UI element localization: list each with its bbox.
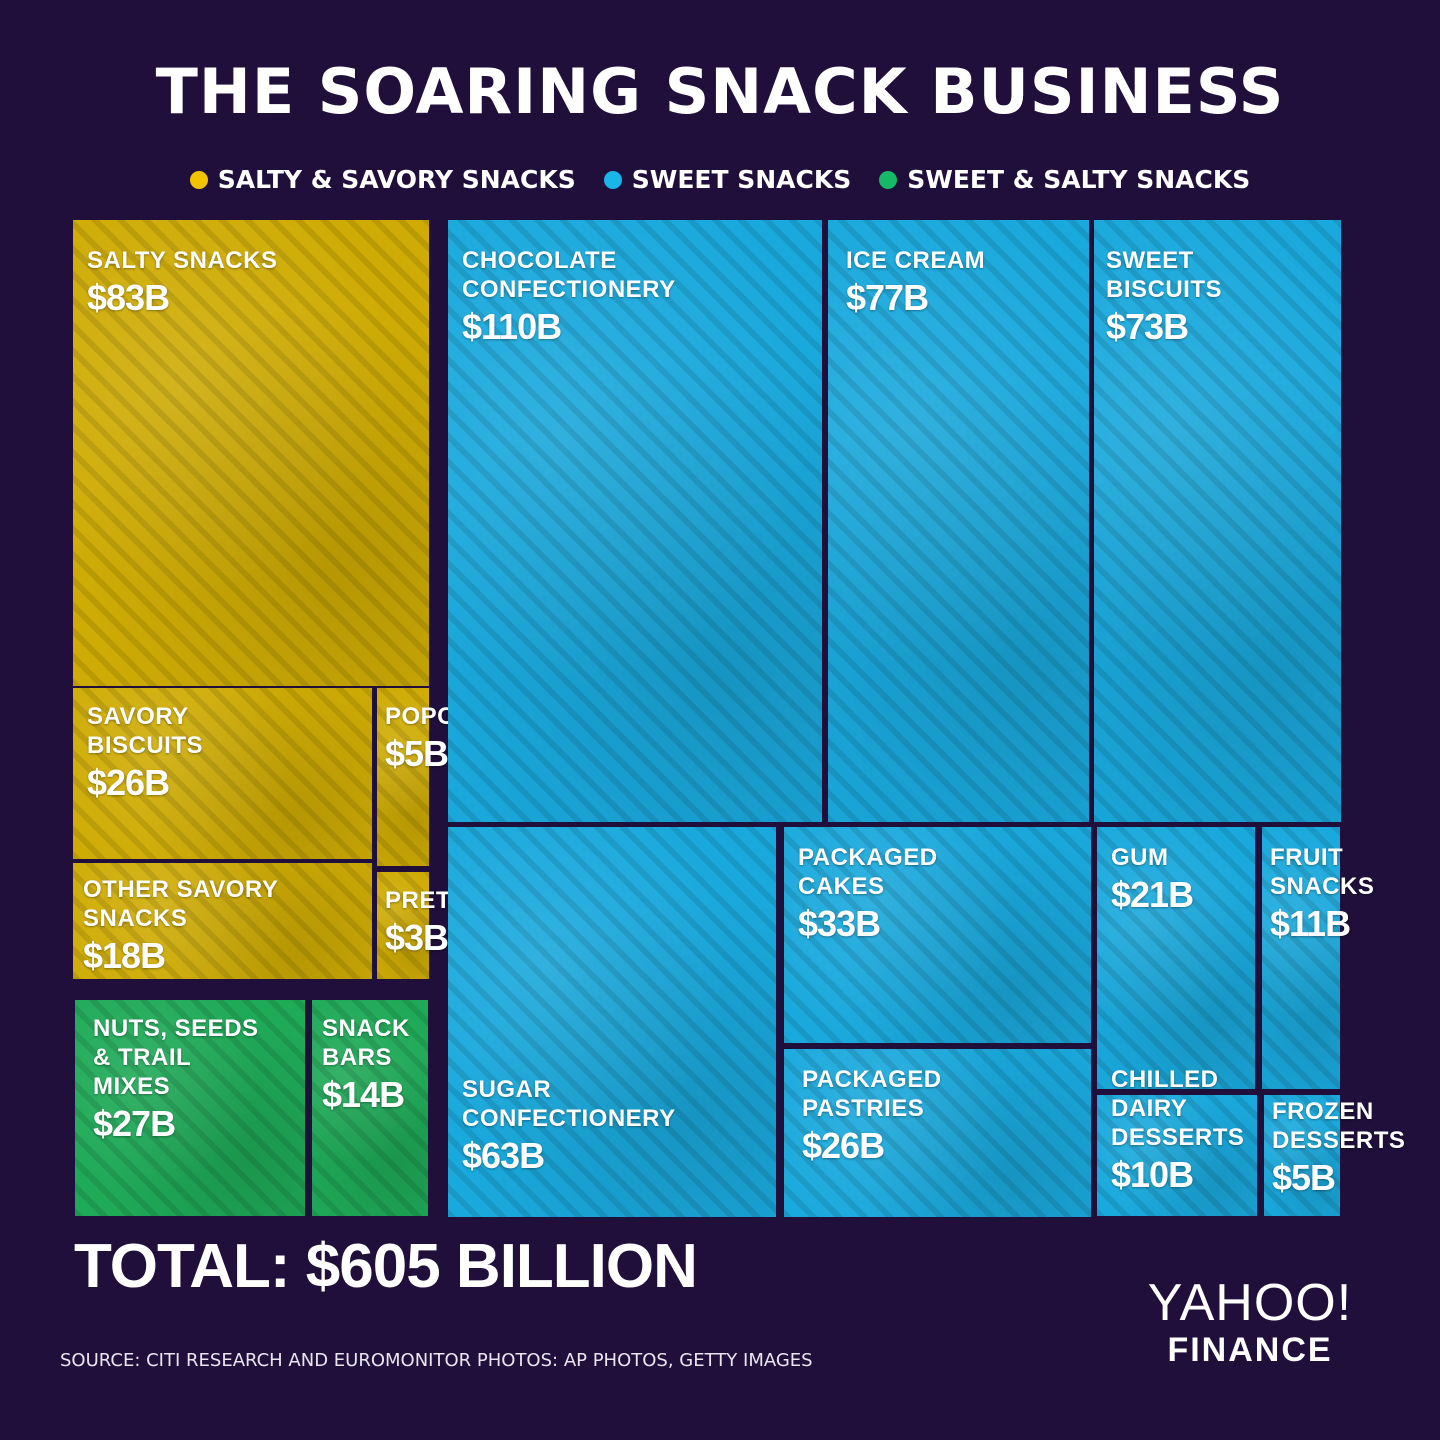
tile-name: SAVORY BISCUITS [87,703,204,759]
treemap-tile: ICE CREAM $77B [828,220,1089,822]
treemap-tile: SWEET BISCUITS $73B [1094,220,1341,822]
tile-name: PACKAGED CAKES [798,844,938,900]
tile-name: FRUIT SNACKS [1270,844,1375,900]
logo-main-text: YAHOO! [1147,1274,1353,1332]
treemap-tile: NUTS, SEEDS & TRAIL MIXES $27B [75,1000,305,1216]
source-credit: SOURCE: CITI RESEARCH AND EUROMONITOR PH… [60,1350,813,1371]
tile-value: $14B [322,1074,405,1115]
tile-value: $77B [846,277,929,318]
tile-label: SAVORY BISCUITS $26B [87,702,203,806]
tile-name: SALTY SNACKS [87,247,278,274]
tile-value: $3B [385,917,449,958]
tile-value: $21B [1111,874,1194,915]
tile-label: SNACK BARS $14B [322,1014,410,1118]
treemap-tile: FROZEN DESSERTS $5B [1264,1095,1405,1216]
tile-value: $11B [1270,903,1351,944]
legend-label-salty-savory: SALTY & SAVORY SNACKS [217,165,576,194]
tile-value: $110B [462,306,562,347]
tile-label: ICE CREAM $77B [846,246,985,321]
treemap-tile: CHOCOLATE CONFECTIONERY $110B [448,220,822,822]
tile-value: $10B [1111,1154,1194,1195]
tile-value: $18B [83,935,166,976]
legend-dot-sweet [603,171,622,189]
tile-value: $5B [385,733,449,774]
chart-title: THE SOARING SNACK BUSINESS [155,55,1285,128]
tile-label: CHILLED DAIRY DESSERTS $10B [1111,1065,1244,1198]
tile-name: SUGAR CONFECTIONERY [462,1076,676,1132]
tile-name: FROZEN DESSERTS [1272,1098,1406,1154]
tile-label: OTHER SAVORY SNACKS $18B [83,875,278,979]
tile-label: SWEET BISCUITS $73B [1106,246,1222,350]
tile-name: CHOCOLATE CONFECTIONERY [462,247,676,303]
treemap-tile: FRUIT SNACKS $11B [1262,827,1374,1089]
legend-item-salty-savory: SALTY & SAVORY SNACKS [189,160,576,200]
tile-label: PACKAGED PASTRIES $26B [802,1065,942,1169]
legend-dot-salty-savory [189,171,208,189]
treemap-tile: SUGAR CONFECTIONERY $63B [448,827,776,1217]
legend-item-sweet: SWEET SNACKS [603,160,852,200]
tile-label: PACKAGED CAKES $33B [798,843,938,947]
treemap-tile: CHILLED DAIRY DESSERTS $10B [1097,1066,1257,1216]
tile-value: $33B [798,903,881,944]
total-label: TOTAL: $605 BILLION [74,1232,698,1301]
tile-value: $27B [93,1103,176,1144]
tile-name: GUM [1111,844,1169,871]
tile-value: $63B [462,1135,545,1176]
tile-label: FRUIT SNACKS $11B [1270,843,1374,947]
treemap-tile: SALTY SNACKS $83B [73,220,429,686]
treemap-tile: SNACK BARS $14B [312,1000,428,1216]
tile-label: CHOCOLATE CONFECTIONERY $110B [462,246,676,350]
tile-name: NUTS, SEEDS & TRAIL MIXES [93,1015,259,1100]
tile-label: FROZEN DESSERTS $5B [1272,1097,1405,1201]
legend-label-sweet: SWEET SNACKS [631,165,852,194]
legend-label-sweet-salty: SWEET & SALTY SNACKS [907,165,1251,194]
tile-value: $73B [1106,306,1189,347]
legend-item-sweet-salty: SWEET & SALTY SNACKS [879,160,1250,200]
treemap-tile: PRETZELS$3B [377,872,514,979]
legend: SALTY & SAVORY SNACKS SWEET SNACKS SWEET… [0,160,1440,200]
treemap-tile: GUM $21B [1097,827,1255,1089]
treemap-tile: POPCORN$5B [377,688,509,866]
tile-name: ICE CREAM [846,247,986,274]
tile-value: $26B [802,1125,885,1166]
tile-label: SUGAR CONFECTIONERY $63B [462,1075,676,1179]
tile-value: $5B [1272,1157,1336,1198]
treemap-tile: PACKAGED CAKES $33B [784,827,1091,1043]
legend-dot-sweet-salty [879,171,898,189]
yahoo-finance-logo: YAHOO! FINANCE [1120,1274,1380,1368]
tile-value: $83B [87,277,170,318]
tile-name: CHILLED DAIRY DESSERTS [1111,1066,1245,1151]
treemap-tile: PACKAGED PASTRIES $26B [784,1049,1091,1217]
logo-sub-text: FINANCE [1167,1331,1333,1369]
tile-name: OTHER SAVORY SNACKS [83,876,279,932]
tile-label: GUM $21B [1111,843,1194,918]
tile-label: NUTS, SEEDS & TRAIL MIXES $27B [93,1014,259,1147]
tile-name: SWEET BISCUITS [1106,247,1223,303]
treemap-tile: OTHER SAVORY SNACKS $18B [73,863,372,979]
tile-label: SALTY SNACKS $83B [87,246,277,321]
tile-name: SNACK BARS [322,1015,410,1071]
tile-value: $26B [87,762,170,803]
treemap-tile: SAVORY BISCUITS $26B [73,688,372,859]
tile-name: PACKAGED PASTRIES [802,1066,942,1122]
